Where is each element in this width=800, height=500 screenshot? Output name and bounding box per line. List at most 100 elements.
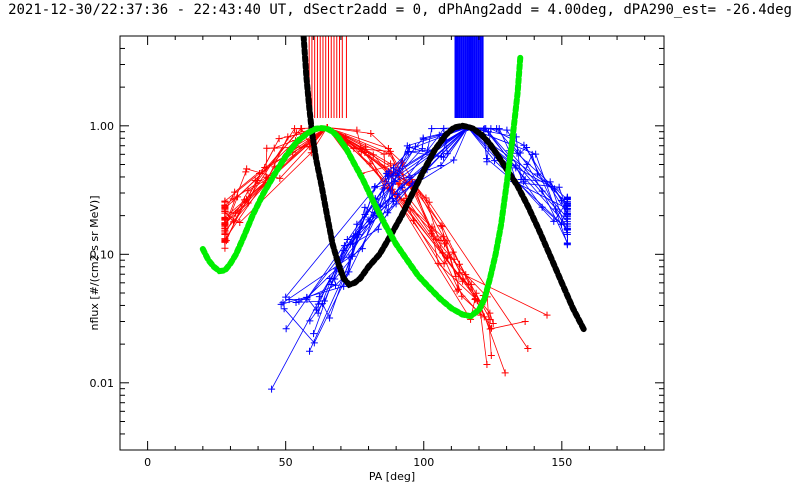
blue-trace [467, 127, 568, 224]
red-trace [327, 127, 485, 318]
red-trace-marker [387, 160, 395, 168]
blue-trace-marker [374, 225, 382, 233]
blue-trace-marker [513, 149, 521, 157]
blue-trace-marker [563, 239, 571, 247]
red-trace-marker [385, 149, 393, 157]
red-trace-marker [276, 174, 284, 182]
red-trace [326, 127, 492, 356]
x-tick-label: 50 [279, 456, 293, 469]
red-trace-marker [353, 126, 361, 134]
blue-trace-marker [358, 245, 366, 253]
blue-trace-marker [503, 126, 511, 134]
blue-trace-marker [340, 247, 348, 255]
blue-trace-marker [306, 347, 314, 355]
blue-trace-marker [388, 195, 396, 203]
red-trace-marker [231, 188, 239, 196]
blue-trace-marker [310, 330, 318, 338]
blue-trace-marker [268, 385, 276, 393]
blue-trace-marker [310, 339, 318, 347]
red-trace-marker [221, 227, 229, 235]
blue-trace-marker [555, 183, 563, 191]
blue-trace [285, 127, 468, 330]
blue-trace [306, 127, 469, 298]
blue-trace-marker [318, 300, 326, 308]
red-trace-marker [291, 125, 299, 133]
red-trace-marker [501, 369, 509, 377]
blue-trace-marker [450, 156, 458, 164]
blue-trace-marker [340, 282, 348, 290]
red-trace-marker [452, 272, 460, 280]
green-model-curve [199, 52, 524, 320]
red-trace-marker [477, 311, 485, 319]
blue-trace-marker [332, 281, 340, 289]
red-trace-marker [367, 130, 375, 138]
red-trace-marker [263, 144, 271, 152]
red-trace-marker [486, 315, 494, 323]
y-tick-label: 1.00 [90, 120, 115, 133]
blue-trace-marker [538, 203, 546, 211]
blue-trace-marker [493, 125, 501, 133]
blue-trace-marker [491, 157, 499, 165]
red-trace-marker [243, 165, 251, 173]
black-model-curve [300, 36, 587, 333]
blue-trace-marker [550, 217, 558, 225]
blue-trace [283, 127, 468, 344]
x-tick-label: 0 [144, 456, 151, 469]
red-trace-marker [464, 280, 472, 288]
blue-trace [348, 127, 469, 258]
red-trace-marker [472, 289, 480, 297]
red-trace-marker [361, 148, 369, 156]
blue-trace-marker [326, 275, 334, 283]
blue-trace [330, 127, 469, 285]
red-trace-marker [489, 320, 497, 328]
blue-trace-marker [279, 299, 287, 307]
blue-trace-marker [483, 155, 491, 163]
blue-trace [467, 127, 568, 205]
blue-trace-marker [480, 125, 488, 133]
red-trace-marker [221, 213, 229, 221]
red-trace-marker [487, 352, 495, 360]
red-trace [326, 127, 491, 320]
blue-trace [313, 127, 469, 334]
blue-trace-marker [327, 280, 335, 288]
blue-trace-marker [428, 125, 436, 133]
blue-trace-marker [303, 295, 311, 303]
blue-trace-marker [440, 125, 448, 133]
x-tick-label: 150 [551, 456, 572, 469]
blue-trace-marker [292, 298, 300, 306]
axes: 0 50 100 150 0.01 0.10 1.00 [90, 35, 665, 469]
red-trace-marker [524, 345, 532, 353]
blue-trace-marker [406, 143, 414, 151]
red-trace-marker [221, 220, 229, 228]
red-trace-marker [357, 144, 365, 152]
red-trace-marker [521, 318, 529, 325]
blue-trace-marker [419, 135, 427, 143]
blue-trace-marker [392, 200, 400, 208]
blue-trace-marker [512, 164, 520, 172]
x-axis-label: PA [deg] [369, 470, 415, 483]
blue-trace-marker [345, 253, 353, 261]
red-trace-marker [437, 221, 445, 229]
blue-trace-marker [280, 305, 288, 313]
red-trace-marker [425, 198, 433, 206]
blue-trace-marker [361, 203, 369, 211]
red-trace-marker [236, 218, 244, 226]
red-trace-marker [298, 125, 306, 133]
red-trace-marker [439, 233, 447, 241]
blue-trace-marker [552, 205, 560, 213]
red-trace-marker [486, 309, 494, 317]
blue-trace-marker [437, 162, 445, 170]
red-trace-marker [459, 275, 467, 283]
blue-trace-marker [282, 293, 290, 301]
red-trace [326, 127, 476, 299]
red-trace-marker [221, 202, 229, 210]
x-tick-label: 100 [413, 456, 434, 469]
y-tick-label: 0.10 [90, 248, 115, 261]
blue-trace [309, 127, 469, 322]
plot-content [199, 36, 587, 393]
blue-trace-marker [282, 325, 290, 333]
blue-trace-marker [371, 184, 379, 192]
red-trace-marker [221, 238, 229, 246]
red-trace-marker [244, 187, 252, 195]
